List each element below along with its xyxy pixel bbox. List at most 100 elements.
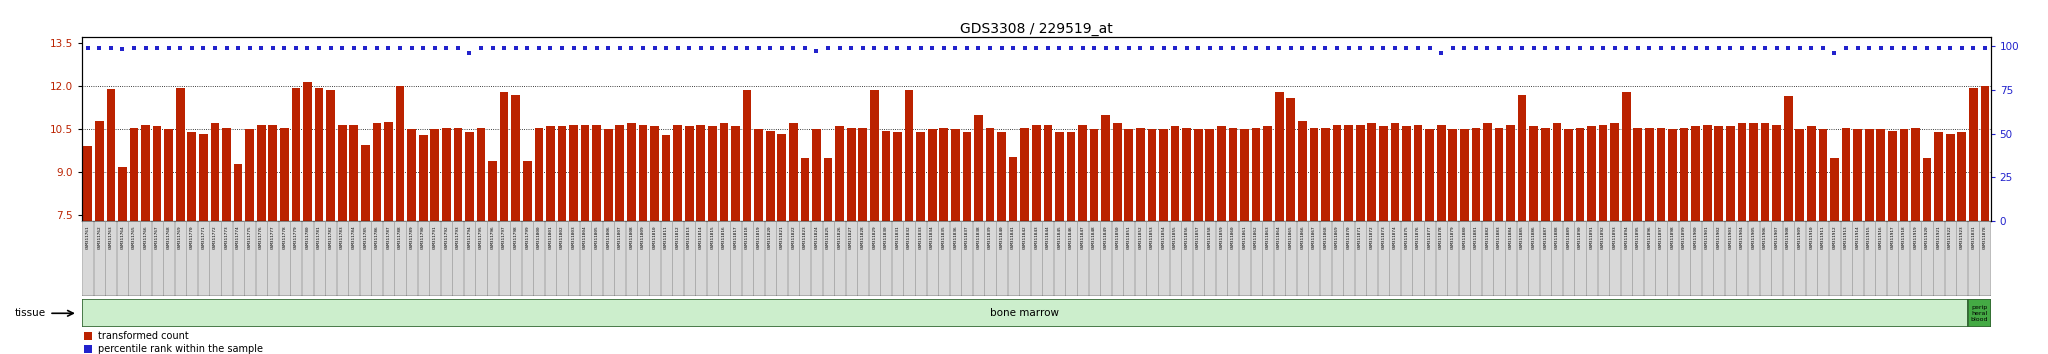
Point <box>684 45 717 51</box>
Point <box>1853 45 1886 51</box>
Bar <box>383 221 393 296</box>
Bar <box>256 221 266 296</box>
Bar <box>1622 92 1630 221</box>
Point <box>94 45 127 51</box>
Text: GSM311787: GSM311787 <box>387 225 391 249</box>
Bar <box>1714 221 1724 296</box>
Bar <box>1655 221 1667 296</box>
Bar <box>1067 132 1075 221</box>
Bar <box>1876 221 1886 296</box>
Point <box>1333 45 1366 51</box>
Text: GSM311880: GSM311880 <box>1462 225 1466 249</box>
Bar <box>106 89 115 221</box>
Point <box>1794 45 1827 51</box>
Point <box>1667 45 1700 51</box>
Bar <box>1575 221 1585 296</box>
Bar <box>649 126 659 221</box>
Point <box>614 45 647 51</box>
Bar <box>1888 131 1896 221</box>
Bar <box>696 125 705 221</box>
Text: GSM311901: GSM311901 <box>1706 225 1710 249</box>
Bar <box>1483 221 1493 296</box>
Bar <box>1413 221 1423 296</box>
Bar <box>1229 128 1237 221</box>
Text: GSM311882: GSM311882 <box>1485 225 1489 249</box>
Point <box>1102 45 1135 51</box>
Point <box>395 45 428 51</box>
Bar <box>442 128 451 221</box>
Text: GSM311769: GSM311769 <box>178 225 182 249</box>
Text: GSM311852: GSM311852 <box>1139 225 1143 249</box>
Text: GSM311876: GSM311876 <box>1415 225 1419 249</box>
Bar <box>915 132 926 221</box>
Point <box>1829 45 1862 51</box>
Text: GSM311797: GSM311797 <box>502 225 506 249</box>
Bar <box>731 126 739 221</box>
Point <box>1968 45 2001 51</box>
Point <box>1032 45 1065 51</box>
Bar <box>1610 124 1620 221</box>
Bar <box>1876 129 1884 221</box>
Text: GSM311897: GSM311897 <box>1659 225 1663 249</box>
Bar <box>940 128 948 221</box>
Text: GSM311910: GSM311910 <box>1808 225 1812 249</box>
Bar <box>1378 221 1389 296</box>
Point <box>1610 45 1642 51</box>
Bar <box>893 221 903 296</box>
Bar <box>1772 125 1782 221</box>
Bar <box>1772 221 1782 296</box>
Bar <box>985 221 995 296</box>
Text: GSM311829: GSM311829 <box>872 225 877 249</box>
Point <box>152 45 184 51</box>
Bar <box>592 221 602 296</box>
Point <box>1597 45 1630 51</box>
Bar <box>453 221 463 296</box>
Point <box>1505 45 1538 51</box>
Bar <box>627 221 637 296</box>
Text: GSM311890: GSM311890 <box>1579 225 1581 249</box>
Bar <box>1831 158 1839 221</box>
Text: GSM311824: GSM311824 <box>815 225 819 249</box>
Point <box>1378 45 1411 51</box>
Bar <box>1518 95 1526 221</box>
Point <box>754 45 786 51</box>
Bar <box>279 221 291 296</box>
Bar <box>995 221 1008 296</box>
Bar <box>94 121 104 221</box>
Text: GSM311773: GSM311773 <box>225 225 229 249</box>
Bar <box>1065 221 1077 296</box>
Point <box>1841 45 1874 51</box>
Text: GSM311835: GSM311835 <box>942 225 946 249</box>
Text: GSM311785: GSM311785 <box>362 225 367 249</box>
Point <box>522 45 555 51</box>
Text: GSM311764: GSM311764 <box>121 225 125 249</box>
Bar <box>1147 221 1157 296</box>
Bar <box>547 126 555 221</box>
Point <box>1622 45 1655 51</box>
Bar <box>406 221 418 296</box>
Bar <box>1159 129 1167 221</box>
Point <box>418 45 451 51</box>
Bar <box>823 158 831 221</box>
Text: GSM311867: GSM311867 <box>1313 225 1317 249</box>
Point <box>430 45 463 51</box>
Text: GSM311782: GSM311782 <box>328 225 332 249</box>
Text: GSM311825: GSM311825 <box>825 225 829 249</box>
Point <box>905 45 938 51</box>
Point <box>1169 45 1202 51</box>
Bar <box>1782 221 1794 296</box>
Point <box>858 45 891 51</box>
Text: GSM311774: GSM311774 <box>236 225 240 249</box>
Bar <box>1100 221 1112 296</box>
Point <box>580 45 612 51</box>
Text: GSM311889: GSM311889 <box>1567 225 1571 249</box>
Text: GSM311832: GSM311832 <box>907 225 911 249</box>
Bar <box>1413 125 1423 221</box>
Bar <box>938 221 950 296</box>
Bar <box>1794 221 1806 296</box>
Point <box>1784 45 1817 51</box>
Bar <box>1667 221 1677 296</box>
Point <box>893 45 926 51</box>
Text: GSM311786: GSM311786 <box>375 225 379 249</box>
Text: GSM311883: GSM311883 <box>1497 225 1501 249</box>
